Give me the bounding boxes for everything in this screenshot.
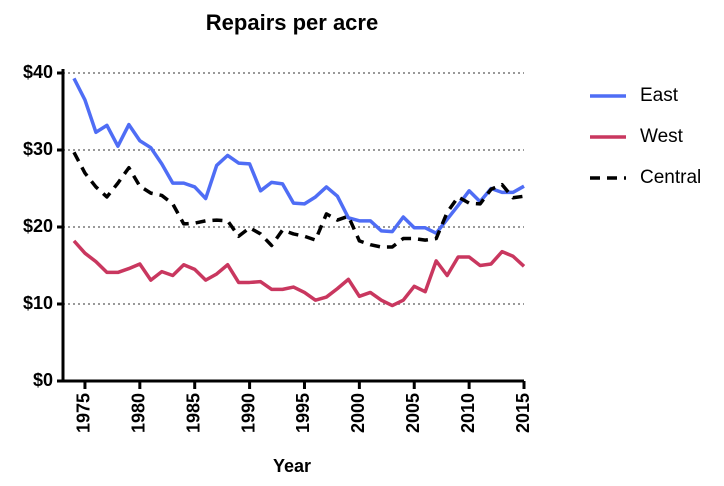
- chart-title: Repairs per acre: [206, 10, 378, 35]
- y-tick-label: $30: [23, 139, 53, 159]
- x-tick-label: 1975: [74, 393, 94, 433]
- y-tick-label: $20: [23, 216, 53, 236]
- y-tick-label: $0: [33, 370, 53, 390]
- x-tick-label: 1990: [238, 393, 258, 433]
- series-line: [72, 151, 525, 249]
- x-tick-label: 1980: [129, 393, 149, 433]
- x-tick-label: 2005: [403, 393, 423, 433]
- x-tick-label: 1985: [183, 393, 203, 433]
- x-tick-label: 2000: [348, 393, 368, 433]
- x-axis-label: Year: [273, 456, 311, 476]
- x-tick-label: 2010: [458, 393, 478, 433]
- x-tick-label: 1995: [293, 393, 313, 433]
- series-line: [72, 77, 525, 235]
- legend-label: Central: [640, 167, 701, 188]
- legend-label: West: [640, 126, 684, 147]
- y-tick-label: $40: [23, 62, 53, 82]
- legend-label: East: [640, 85, 679, 106]
- series-line: [72, 239, 526, 308]
- y-tick-label: $10: [23, 293, 53, 313]
- x-tick-label: 2015: [513, 393, 533, 433]
